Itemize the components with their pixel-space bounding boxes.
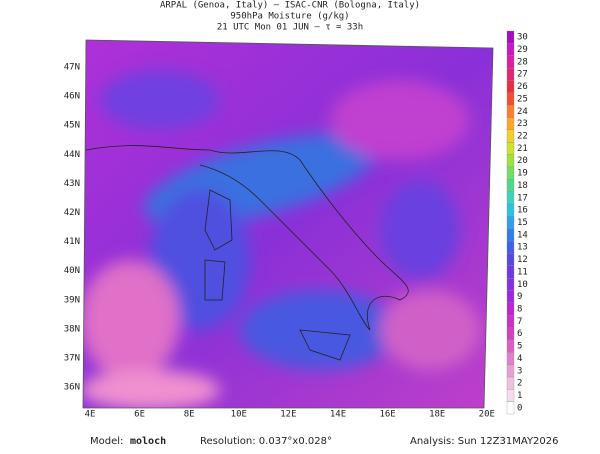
colorbar-label: 19 <box>517 169 528 179</box>
colorbar-label: 5 <box>517 342 522 352</box>
colorbar-swatch <box>506 80 515 93</box>
colorbar-swatch <box>506 240 515 254</box>
colorbar-swatch <box>506 315 515 328</box>
colorbar-label: 7 <box>517 317 522 327</box>
colorbar-swatch <box>506 290 515 303</box>
lon-label: 20E <box>479 410 495 420</box>
colorbar-label: 24 <box>517 107 528 117</box>
colorbar-label: 28 <box>517 57 528 67</box>
lat-labels: 47N 46N 45N 44N 43N 42N 41N 40N 39N 38N 37N 36N <box>64 63 80 393</box>
colorbar-label: 0 <box>517 403 522 413</box>
lat-label: 38N <box>64 324 80 334</box>
lon-label: 8E <box>184 410 195 420</box>
lat-label: 46N <box>64 92 80 102</box>
resolution: Resolution: 0.037°x0.028° <box>200 436 332 447</box>
lon-label: 4E <box>85 410 96 420</box>
colorbar-swatch <box>506 352 515 365</box>
colorbar-label: 2 <box>517 379 522 389</box>
colorbar-label: 10 <box>517 280 528 290</box>
colorbar-swatch <box>506 129 515 143</box>
colorbar-swatch <box>506 104 515 118</box>
colorbar-label: 18 <box>517 181 528 191</box>
colorbar-label: 13 <box>517 243 528 253</box>
colorbar-swatch <box>506 43 515 56</box>
colorbar-label: 21 <box>517 144 528 154</box>
colorbar-label: 9 <box>517 292 522 302</box>
colorbar-label: 3 <box>517 366 522 376</box>
lon-label: 14E <box>330 410 346 420</box>
analysis: Analysis: Sun 12Z31MAY2026 <box>410 436 559 447</box>
lon-label: 12E <box>280 410 296 420</box>
colorbar-swatch <box>506 154 515 168</box>
lat-label: 42N <box>64 208 80 218</box>
lon-label: 18E <box>429 410 445 420</box>
colorbar-label: 11 <box>517 267 528 277</box>
lon-label: 16E <box>379 410 395 420</box>
colorbar: 0123456789101112131415161718192021222324… <box>506 30 528 415</box>
colorbar-swatch <box>506 67 515 81</box>
map-field <box>83 40 493 408</box>
colorbar-label: 26 <box>517 82 528 92</box>
colorbar-swatch <box>506 302 515 316</box>
colorbar-label: 4 <box>517 354 522 364</box>
colorbar-swatch <box>506 191 515 205</box>
colorbar-label: 27 <box>517 70 528 80</box>
colorbar-swatch <box>506 376 515 390</box>
colorbar-swatch <box>506 228 515 242</box>
colorbar-swatch <box>506 364 515 378</box>
title-line: ARPAL (Genoa, Italy) – ISAC-CNR (Bologna… <box>160 1 420 11</box>
title-line: 950hPa Moisture (g/kg) <box>230 12 349 22</box>
colorbar-swatch <box>506 203 515 217</box>
map-frame <box>82 39 494 409</box>
colorbar-label: 1 <box>517 391 522 401</box>
colorbar-label: 25 <box>517 94 528 104</box>
colorbar-label: 15 <box>517 218 528 228</box>
colorbar-swatch <box>506 55 515 69</box>
lon-labels: 4E 6E 8E 10E 12E 14E 16E 18E 20E <box>85 410 495 420</box>
colorbar-label: 29 <box>517 45 528 55</box>
colorbar-swatch <box>506 92 515 106</box>
colorbar-label: 17 <box>517 193 528 203</box>
colorbar-swatch <box>506 327 515 341</box>
lat-label: 45N <box>64 121 80 131</box>
model-name: moloch <box>130 436 166 447</box>
colorbar-swatch <box>506 265 515 279</box>
colorbar-swatch <box>506 277 515 291</box>
colorbar-swatch <box>506 117 515 130</box>
title-line: 21 UTC Mon 01 JUN – τ = 33h <box>217 23 363 33</box>
colorbar-swatch <box>506 142 515 155</box>
colorbar-swatch <box>506 179 515 192</box>
colorbar-label: 30 <box>517 33 528 43</box>
lat-label: 40N <box>64 266 80 276</box>
colorbar-swatch <box>506 339 515 353</box>
lat-label: 43N <box>64 179 80 189</box>
colorbar-label: 20 <box>517 156 528 166</box>
lat-label: 36N <box>64 383 80 393</box>
lat-label: 39N <box>64 295 80 305</box>
colorbar-label: 16 <box>517 206 528 216</box>
colorbar-label: 22 <box>517 132 528 142</box>
lat-label: 44N <box>64 150 80 160</box>
lon-label: 10E <box>231 410 247 420</box>
lat-label: 41N <box>64 237 80 247</box>
colorbar-label: 12 <box>517 255 528 265</box>
colorbar-swatch <box>506 166 515 180</box>
footer-label: Model: <box>90 436 123 447</box>
lon-label: 6E <box>134 410 145 420</box>
colorbar-swatch <box>506 216 515 229</box>
colorbar-swatch <box>506 253 515 266</box>
colorbar-label: 23 <box>517 119 528 129</box>
colorbar-swatch <box>506 30 515 44</box>
lat-label: 47N <box>64 63 80 73</box>
colorbar-label: 14 <box>517 230 528 240</box>
colorbar-swatch <box>506 401 515 415</box>
colorbar-label: 6 <box>517 329 522 339</box>
lat-label: 37N <box>64 354 80 364</box>
colorbar-label: 8 <box>517 304 522 314</box>
colorbar-swatch <box>506 389 515 402</box>
